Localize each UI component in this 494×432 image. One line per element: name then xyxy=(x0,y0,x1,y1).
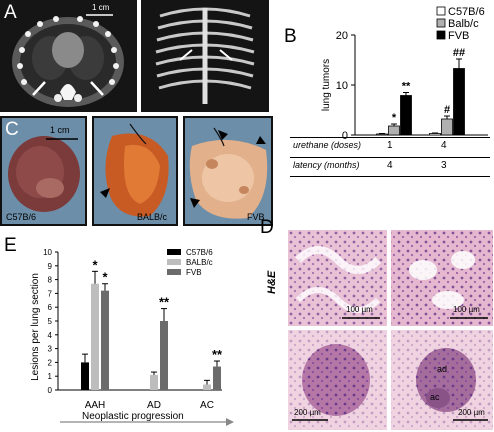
legend-label: Balb/c xyxy=(448,18,479,30)
urethane-dose-1: 1 xyxy=(387,140,393,151)
arrow-icon xyxy=(32,81,46,96)
bar xyxy=(213,366,221,390)
x-axis-arrow-label: Neoplastic progression xyxy=(82,411,184,422)
significance-marker: ## xyxy=(453,47,465,59)
legend-label: C57B/6 xyxy=(186,248,213,257)
arrowhead-icon xyxy=(100,188,110,198)
strain-label-fvb: FVB xyxy=(247,212,265,222)
table-divider xyxy=(290,137,490,138)
y-tick-label: 4 xyxy=(48,331,53,340)
scale-bar-label: 200 µm xyxy=(458,408,485,417)
table-divider xyxy=(290,176,490,177)
bar xyxy=(203,384,211,390)
table-divider xyxy=(290,157,490,158)
arrowhead-icon xyxy=(218,130,228,140)
arrow-icon xyxy=(179,49,193,61)
lesions-chart: 0 1 2 3 4 5 6 7 8 9 10 Lesions per lung section AAH A… xyxy=(30,248,234,426)
histology-images xyxy=(288,230,493,430)
panel-label: A xyxy=(4,2,17,23)
annotation-ad: ad xyxy=(437,364,448,374)
significance-marker: # xyxy=(444,104,450,116)
arrow-icon xyxy=(219,49,233,61)
row-label-latency: latency (months) xyxy=(293,160,360,170)
bar xyxy=(150,374,158,390)
bar xyxy=(441,118,453,136)
annotation-ac: ac xyxy=(430,392,440,402)
panel-label: C xyxy=(5,119,19,140)
significance-marker: ** xyxy=(212,347,223,362)
significance-marker: ** xyxy=(159,295,170,310)
progression-arrow-icon xyxy=(226,418,234,426)
legend-label: FVB xyxy=(186,268,202,277)
ct-spine xyxy=(60,84,76,100)
y-tick-label: 2 xyxy=(48,358,53,367)
panel-label: B xyxy=(284,26,297,47)
y-tick-label: 1 xyxy=(48,372,53,381)
y-axis-title: Lesions per lung section xyxy=(30,273,41,381)
bar xyxy=(400,95,412,136)
row-label-urethane: urethane (doses) xyxy=(293,140,362,150)
y-tick-label: 5 xyxy=(48,317,53,326)
strain-label-balbc: BALB/c xyxy=(137,212,168,222)
bar xyxy=(453,68,465,136)
y-tick-label: 20 xyxy=(336,30,348,42)
bar xyxy=(376,133,388,136)
y-tick-label: 7 xyxy=(48,289,53,298)
bar xyxy=(388,125,400,136)
latency-2: 3 xyxy=(441,160,447,171)
scale-bar-label: 100 µm xyxy=(453,305,480,314)
x-tick-label: AC xyxy=(200,400,214,411)
stain-label: H&E xyxy=(266,270,278,294)
significance-marker: * xyxy=(92,257,98,272)
arrow-icon xyxy=(90,81,104,96)
significance-marker: * xyxy=(102,270,108,285)
legend-swatch xyxy=(436,6,446,16)
bar xyxy=(81,362,89,390)
x-tick-label: AAH xyxy=(85,400,106,411)
significance-marker: ** xyxy=(402,81,411,93)
scale-bar-label: 200 µm xyxy=(294,408,321,417)
strain-label-c57b6: C57B/6 xyxy=(6,212,37,222)
y-tick-label: 10 xyxy=(336,80,348,92)
y-tick-label: 0 xyxy=(342,130,348,142)
y-axis-title: lung tumors xyxy=(321,59,332,111)
panel-c-images xyxy=(0,116,273,226)
x-tick-label: AD xyxy=(147,400,161,411)
ct-heart xyxy=(52,32,84,68)
scale-bar-label: 100 µm xyxy=(346,305,373,314)
bar xyxy=(160,321,168,390)
legend-swatch xyxy=(167,269,181,275)
y-tick-label: 9 xyxy=(48,262,53,271)
y-tick-label: 3 xyxy=(48,345,53,354)
legend-label: C57B/6 xyxy=(448,6,485,18)
legend-swatch xyxy=(436,30,446,40)
arrowhead-icon xyxy=(256,136,266,144)
legend-swatch xyxy=(436,18,446,28)
significance-marker: * xyxy=(392,112,397,124)
bar xyxy=(429,133,441,136)
y-tick-label: 8 xyxy=(48,276,53,285)
bar xyxy=(101,290,109,390)
panel-a-images xyxy=(0,0,269,112)
urethane-dose-2: 4 xyxy=(441,140,447,151)
panel-label: E xyxy=(4,235,17,256)
y-tick-label: 10 xyxy=(43,248,52,257)
legend-swatch xyxy=(167,249,181,255)
panel-label: D xyxy=(260,217,274,238)
arrowhead-icon xyxy=(190,198,200,208)
legend-label: BALB/c xyxy=(186,258,213,267)
latency-1: 4 xyxy=(387,160,393,171)
legend-label: FVB xyxy=(448,30,469,42)
scale-bar-label: 1 cm xyxy=(50,125,70,135)
scale-bar-label: 1 cm xyxy=(92,3,110,12)
legend-swatch xyxy=(167,259,181,265)
bar xyxy=(91,283,99,390)
y-tick-label: 6 xyxy=(48,303,53,312)
ct-ribs xyxy=(17,16,119,85)
y-tick-label: 0 xyxy=(48,386,53,395)
